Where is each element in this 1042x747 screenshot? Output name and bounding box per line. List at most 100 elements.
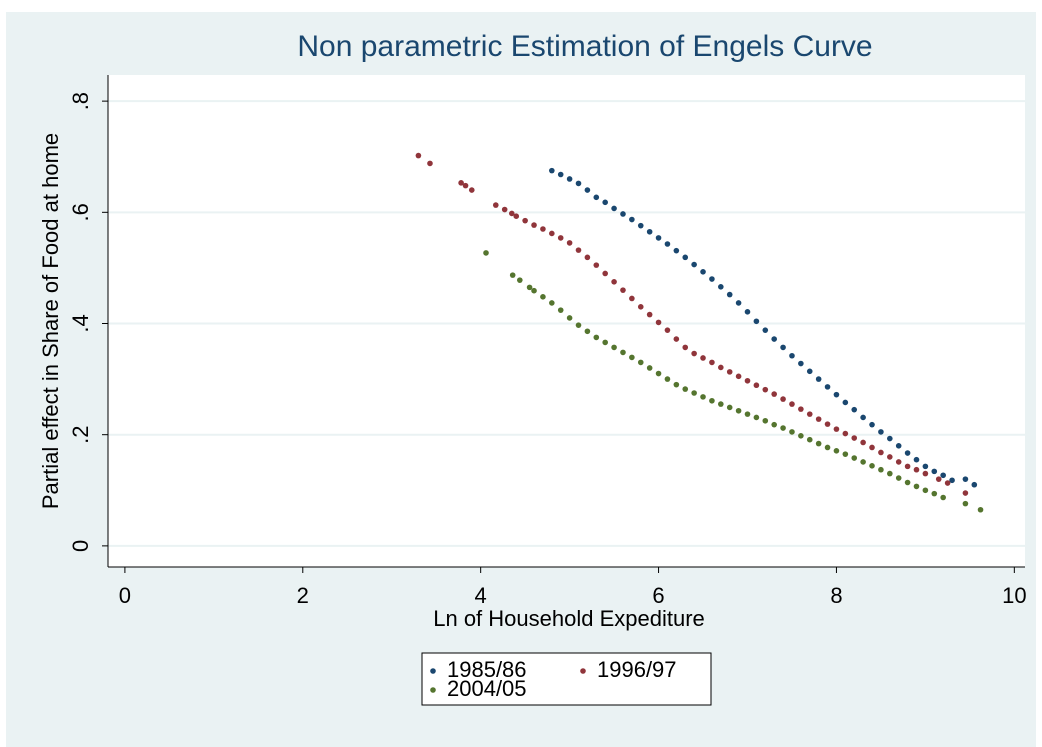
point	[513, 213, 520, 220]
point	[913, 466, 920, 473]
point	[944, 480, 951, 486]
point	[664, 376, 671, 382]
point	[842, 399, 849, 406]
point	[922, 463, 929, 470]
point	[655, 370, 662, 377]
point	[629, 216, 635, 223]
legend-label: 1985/86	[447, 657, 527, 682]
point	[922, 470, 929, 477]
point	[762, 327, 769, 333]
x-tick-label: 4	[475, 583, 487, 608]
point	[789, 429, 795, 435]
point	[962, 500, 969, 507]
point	[517, 277, 523, 283]
point	[462, 182, 469, 189]
point	[673, 247, 680, 254]
point	[869, 463, 875, 469]
point	[522, 217, 528, 224]
x-tick-label: 8	[830, 583, 842, 608]
point	[718, 284, 724, 290]
point	[753, 318, 760, 325]
point	[762, 417, 769, 424]
point	[700, 394, 706, 400]
point	[771, 336, 777, 342]
point	[602, 270, 608, 277]
point	[427, 160, 433, 167]
point	[655, 319, 662, 326]
point	[709, 359, 715, 366]
point	[833, 391, 840, 398]
point	[922, 487, 929, 494]
point	[735, 373, 742, 380]
point	[655, 235, 662, 241]
legend-marker	[430, 687, 436, 693]
legend-label: 2004/05	[447, 676, 527, 701]
point	[584, 254, 591, 261]
point	[824, 384, 831, 390]
point	[806, 368, 813, 375]
point	[557, 307, 564, 313]
point	[637, 359, 644, 366]
point	[540, 226, 546, 232]
point	[646, 311, 653, 318]
point	[575, 322, 582, 328]
point	[860, 414, 866, 421]
point	[977, 506, 984, 513]
x-tick-label: 2	[297, 583, 309, 608]
point	[646, 365, 653, 371]
point	[637, 304, 644, 310]
point	[860, 439, 866, 446]
legend-box	[421, 652, 712, 706]
point	[509, 272, 516, 278]
point	[709, 397, 715, 404]
point	[815, 416, 822, 422]
point	[629, 354, 635, 361]
point	[789, 352, 795, 359]
point	[842, 430, 849, 437]
point	[673, 336, 680, 342]
point	[593, 262, 600, 268]
point	[753, 382, 760, 389]
point	[682, 386, 689, 392]
x-axis-label: Ln of Household Expediture	[433, 606, 705, 631]
point	[962, 476, 969, 482]
legend-marker	[580, 668, 586, 674]
point	[815, 440, 822, 447]
point	[949, 477, 955, 484]
point	[620, 287, 626, 293]
x-tick-label: 10	[1002, 583, 1026, 608]
point	[540, 294, 546, 300]
point	[833, 426, 840, 432]
point	[637, 222, 644, 229]
point	[780, 344, 786, 351]
point	[584, 328, 591, 335]
point	[940, 472, 946, 479]
point	[682, 344, 689, 351]
point	[611, 279, 617, 285]
point	[620, 349, 626, 356]
y-tick-label: .8	[68, 92, 93, 110]
point	[549, 300, 555, 306]
point	[566, 176, 573, 182]
y-tick-label: .6	[68, 203, 93, 221]
point	[584, 187, 591, 193]
point	[575, 180, 582, 187]
point	[780, 396, 786, 402]
point	[718, 364, 724, 371]
point	[895, 443, 902, 449]
point	[869, 421, 875, 428]
point	[771, 391, 777, 397]
point	[887, 435, 893, 442]
point	[726, 404, 733, 411]
point	[806, 411, 813, 417]
point	[878, 449, 884, 456]
point	[700, 269, 706, 275]
point	[549, 167, 555, 174]
point	[842, 451, 849, 457]
y-tick-label: .2	[68, 426, 93, 444]
point	[895, 475, 902, 481]
point	[878, 429, 884, 435]
point	[593, 194, 600, 201]
point	[700, 355, 706, 361]
